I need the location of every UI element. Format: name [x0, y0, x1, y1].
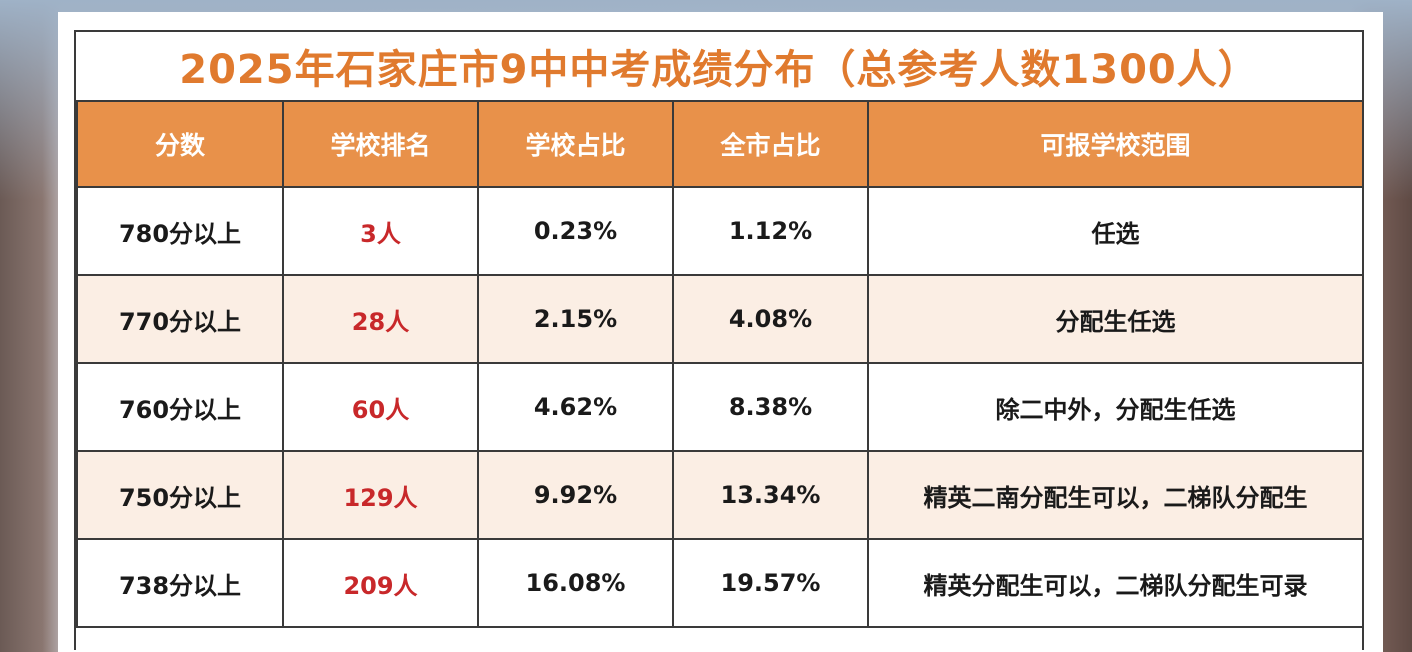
cell-range: 精英二南分配生可以，二梯队分配生: [867, 450, 1364, 540]
cell-school-percent: 2.15%: [477, 274, 674, 364]
cell-city-percent: 1.12%: [672, 186, 869, 276]
cell-range: 任选: [867, 186, 1364, 276]
cell-city-percent: 19.57%: [672, 538, 869, 628]
cell-rank: 129人: [282, 450, 479, 540]
cell-rank: 60人: [282, 362, 479, 452]
table-row: 770分以上 28人 2.15% 4.08% 分配生任选: [76, 274, 1364, 364]
cell-city-percent: 13.34%: [672, 450, 869, 540]
cell-rank: 28人: [282, 274, 479, 364]
table-row: 738分以上 209人 16.08% 19.57% 精英分配生可以，二梯队分配生…: [76, 538, 1364, 628]
cell-range: 除二中外，分配生任选: [867, 362, 1364, 452]
cell-score: 780分以上: [76, 186, 284, 276]
header-score: 分数: [76, 100, 284, 188]
header-school-rank: 学校排名: [282, 100, 479, 188]
table-row: 760分以上 60人 4.62% 8.38% 除二中外，分配生任选: [76, 362, 1364, 452]
cell-city-percent: 4.08%: [672, 274, 869, 364]
cell-score: 738分以上: [76, 538, 284, 628]
table-row: 780分以上 3人 0.23% 1.12% 任选: [76, 186, 1364, 276]
cell-school-percent: 0.23%: [477, 186, 674, 276]
page-title: 2025年石家庄市9中中考成绩分布（总参考人数1300人）: [179, 47, 1259, 93]
cell-school-percent: 9.92%: [477, 450, 674, 540]
header-city-percent: 全市占比: [672, 100, 869, 188]
table-frame: [74, 30, 1364, 650]
cell-range: 分配生任选: [867, 274, 1364, 364]
header-school-range: 可报学校范围: [867, 100, 1364, 188]
header-school-percent: 学校占比: [477, 100, 674, 188]
score-distribution-table: 分数 学校排名 学校占比 全市占比 可报学校范围 780分以上 3人 0.23%…: [76, 100, 1364, 628]
cell-city-percent: 8.38%: [672, 362, 869, 452]
table-row: 750分以上 129人 9.92% 13.34% 精英二南分配生可以，二梯队分配…: [76, 450, 1364, 540]
cell-rank: 209人: [282, 538, 479, 628]
table-header-row: 分数 学校排名 学校占比 全市占比 可报学校范围: [76, 100, 1364, 188]
cell-range: 精英分配生可以，二梯队分配生可录: [867, 538, 1364, 628]
cell-school-percent: 4.62%: [477, 362, 674, 452]
cell-score: 750分以上: [76, 450, 284, 540]
cell-score: 770分以上: [76, 274, 284, 364]
cell-rank: 3人: [282, 186, 479, 276]
cell-school-percent: 16.08%: [477, 538, 674, 628]
cell-score: 760分以上: [76, 362, 284, 452]
